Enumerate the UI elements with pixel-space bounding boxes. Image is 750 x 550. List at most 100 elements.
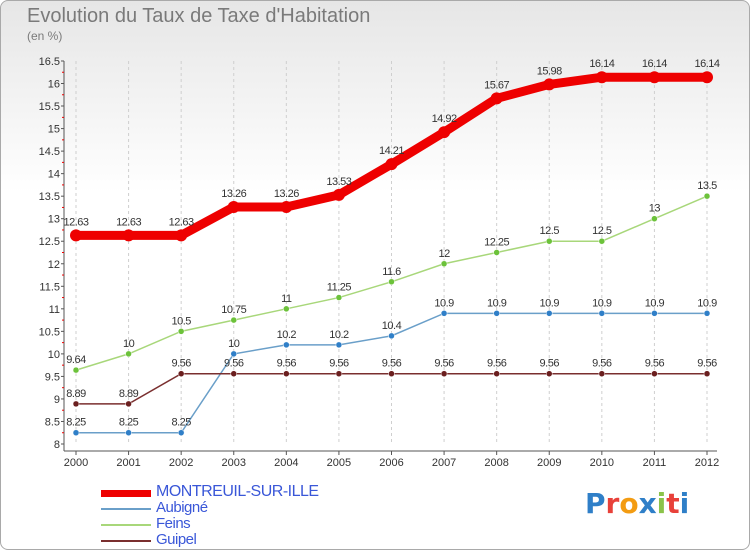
data-label-montreuilsurille: 15.98 — [537, 65, 562, 77]
data-point-feins — [703, 192, 711, 200]
legend-label-guipel: Guipel — [156, 531, 197, 548]
data-point-feins — [177, 328, 185, 335]
legend-label-montreuil: MONTREUIL-SUR-ILLE — [156, 483, 319, 500]
data-label-feins: 13.5 — [697, 180, 717, 192]
data-label-feins: 11 — [281, 293, 292, 305]
y-tick-label: 8.5 — [45, 416, 60, 428]
logo-letter: x — [638, 487, 657, 520]
x-tick-label: 2002 — [169, 457, 193, 469]
data-label-montreuilsurille: 16.14 — [589, 58, 614, 70]
data-label-feins: 12.5 — [540, 225, 560, 237]
data-label-montreuilsurille: 13.26 — [274, 188, 299, 200]
data-label-aubign: 10.9 — [540, 297, 560, 309]
x-tick-label: 2011 — [643, 457, 667, 469]
data-label-montreuilsurille: 14.92 — [432, 113, 457, 125]
data-point-guipel — [72, 400, 80, 408]
y-tick-label: 12 — [48, 259, 60, 271]
data-label-aubign: 8.25 — [66, 417, 86, 429]
proxiti-logo: Proxiti — [585, 487, 689, 520]
data-label-guipel: 9.56 — [540, 358, 560, 370]
y-tick-label: 14 — [48, 169, 60, 181]
data-label-aubign: 10.9 — [487, 297, 507, 309]
data-point-feins — [440, 260, 448, 268]
x-tick-label: 2009 — [537, 457, 561, 469]
data-point-montreuil — [543, 78, 556, 91]
data-label-aubign: 8.25 — [119, 417, 139, 429]
data-point-guipel — [177, 370, 185, 377]
data-label-feins: 12.5 — [592, 225, 612, 237]
data-label-montreuilsurille: 12.63 — [116, 216, 141, 228]
data-label-guipel: 9.56 — [434, 358, 454, 370]
data-label-montreuilsurille: 14.21 — [379, 145, 404, 157]
y-tick-label: 14.5 — [39, 146, 60, 158]
data-label-montreuilsurille: 16.14 — [694, 58, 719, 70]
data-point-montreuil — [385, 158, 398, 171]
data-point-aubign — [440, 310, 448, 317]
data-point-guipel — [440, 370, 448, 377]
legend-swatch-feins — [101, 524, 151, 526]
data-point-feins — [598, 237, 606, 245]
chart-subtitle: (en %) — [27, 29, 63, 43]
data-point-montreuil — [280, 200, 293, 213]
data-label-guipel: 8.89 — [66, 388, 86, 400]
data-point-feins — [493, 249, 500, 256]
data-point-feins — [651, 215, 658, 222]
data-label-feins: 10 — [123, 338, 135, 350]
data-label-guipel: 9.56 — [329, 358, 349, 370]
data-point-montreuil — [438, 126, 451, 139]
data-label-aubign: 10.4 — [382, 320, 402, 332]
logo-letter: P — [585, 487, 606, 520]
data-label-montreuilsurille: 16.14 — [642, 58, 667, 70]
grid-layer — [75, 61, 708, 444]
data-point-aubign — [335, 341, 343, 349]
chart-title: Evolution du Taux de Taxe d'Habitation — [27, 5, 371, 27]
x-tick-label: 2000 — [64, 457, 88, 469]
data-label-guipel: 9.56 — [224, 358, 244, 370]
data-point-aubign — [230, 350, 237, 358]
data-point-feins — [72, 366, 80, 374]
axis-layer: 8 8.5 9 9.5 10 10.5 11 11.5 12 12.5 13 13.5 14 14.5 15… — [39, 56, 720, 469]
y-tick-label: 9 — [54, 394, 60, 406]
y-tick-label: 16.5 — [39, 56, 60, 68]
x-tick-label: 2006 — [379, 457, 403, 469]
data-point-guipel — [546, 370, 553, 377]
x-tick-label: 2003 — [222, 457, 246, 469]
data-label-guipel: 8.89 — [119, 388, 139, 400]
y-tick-label: 8 — [54, 439, 60, 451]
logo-letter: t — [666, 487, 680, 520]
data-point-aubign — [388, 332, 395, 340]
legend-label-aubigne: Aubigné — [156, 499, 208, 516]
legend-label-feins: Feins — [156, 515, 191, 532]
data-point-guipel — [598, 370, 606, 377]
data-label-montreuilsurille: 13.26 — [221, 188, 246, 200]
data-point-aubign — [125, 429, 132, 436]
data-point-guipel — [703, 370, 711, 377]
data-point-aubign — [177, 429, 185, 436]
y-tick-label: 11 — [49, 304, 60, 316]
y-tick-label: 13 — [48, 214, 60, 226]
legend-swatch-guipel — [101, 540, 151, 542]
legend-swatch-montreuil — [101, 490, 151, 497]
data-point-guipel — [335, 370, 343, 377]
y-tick-label: 16 — [48, 79, 60, 91]
y-tick-label: 10 — [48, 349, 60, 361]
data-point-aubign — [703, 310, 711, 317]
data-point-montreuil — [70, 229, 82, 242]
data-point-aubign — [546, 310, 553, 317]
data-point-feins — [125, 350, 132, 358]
data-label-aubign: 10 — [228, 338, 240, 350]
data-label-feins: 11.25 — [327, 282, 352, 294]
data-label-feins: 9.64 — [66, 354, 86, 366]
data-label-montreuilsurille: 13.53 — [326, 176, 351, 188]
y-tick-label: 9.5 — [45, 371, 60, 383]
data-point-montreuil — [701, 71, 713, 84]
series-layer — [70, 71, 713, 436]
logo-letter: o — [619, 487, 639, 520]
data-point-feins — [335, 294, 343, 301]
y-tick-label: 13.5 — [39, 191, 60, 203]
x-tick-label: 2012 — [695, 457, 719, 469]
y-tick-label: 15 — [48, 124, 60, 136]
data-point-aubign — [283, 341, 290, 349]
data-point-guipel — [230, 370, 237, 377]
